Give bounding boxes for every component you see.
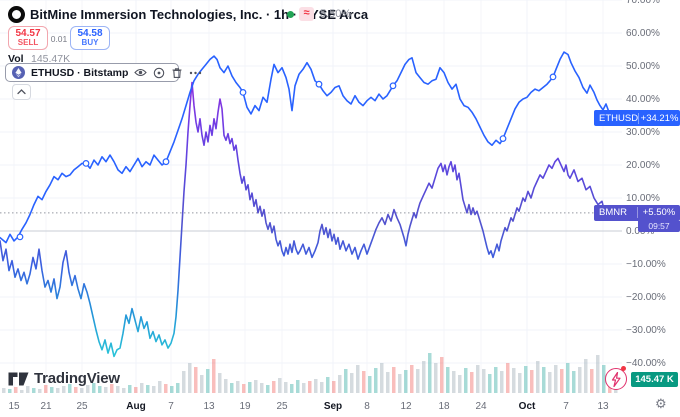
price-axis-label: −20.00% xyxy=(626,291,666,303)
spread-value: 0.01 xyxy=(50,34,68,44)
time-axis-label: Aug xyxy=(126,401,146,412)
market-open-status-icon xyxy=(287,11,294,18)
price-axis-label: 20.00% xyxy=(626,159,660,171)
buy-price: 54.58 xyxy=(77,27,103,39)
time-axis-label: 25 xyxy=(276,401,288,412)
price-chart-canvas[interactable] xyxy=(0,0,622,395)
price-axis-label: 30.00% xyxy=(626,126,660,138)
approx-data-icon: ≈ xyxy=(299,7,314,21)
settings-gear-icon[interactable]: ⚙ xyxy=(655,396,667,411)
bmnr-badge-symbol: BMNR xyxy=(594,207,638,219)
time-axis-label: 25 xyxy=(76,401,88,412)
time-axis-label: 13 xyxy=(597,401,609,412)
trash-icon[interactable] xyxy=(171,67,183,79)
sell-button[interactable]: 54.57 SELL xyxy=(8,26,48,50)
header-change-percent: 5.50% xyxy=(320,8,352,20)
tradingview-logo-mark xyxy=(8,372,29,385)
volume-label: Vol xyxy=(8,53,24,65)
time-axis-label: 7 xyxy=(168,401,174,412)
time-axis-label: Oct xyxy=(518,401,536,412)
sell-label: SELL xyxy=(17,38,39,48)
price-axis-label: 50.00% xyxy=(626,60,660,72)
instant-trading-button[interactable] xyxy=(605,368,627,390)
time-axis-label: 19 xyxy=(239,401,251,412)
tradingview-logo[interactable]: TradingView xyxy=(8,370,120,387)
lightning-icon xyxy=(611,371,621,387)
price-axis-label: −10.00% xyxy=(626,258,666,270)
ethusd-badge-value: +34.21% xyxy=(640,112,679,124)
time-axis-label: 24 xyxy=(475,401,487,412)
buy-label: BUY xyxy=(81,38,99,48)
time-axis-label: 12 xyxy=(400,401,412,412)
collapse-legend-button[interactable] xyxy=(12,84,31,100)
price-axis-label: 70.00% xyxy=(626,0,660,6)
sell-price: 54.57 xyxy=(15,27,41,39)
ethusd-badge-symbol: ETHUSD xyxy=(594,112,640,124)
time-axis-label: 15 xyxy=(8,401,20,412)
notification-dot xyxy=(621,366,626,371)
bmnr-price-badge: BMNR +5.50% xyxy=(594,204,680,221)
time-axis-label: 18 xyxy=(438,401,450,412)
price-axis-label: −40.00% xyxy=(626,357,666,369)
ethusd-price-badge: ETHUSD +34.21% xyxy=(594,110,680,127)
price-axis-label: −30.00% xyxy=(626,324,666,336)
volume-axis-badge: 145.47 K xyxy=(631,372,678,387)
bmnr-badge-value: +5.50% xyxy=(642,207,676,219)
price-axis-label: 40.00% xyxy=(626,93,660,105)
bar-close-countdown: 09:57 xyxy=(638,220,680,232)
ethereum-icon xyxy=(12,66,25,79)
volume-value: 145.47K xyxy=(31,53,71,65)
time-axis-label: 13 xyxy=(203,401,215,412)
symbol-title[interactable]: BitMine Immersion Technologies, Inc. · 1… xyxy=(30,7,369,22)
legend-symbol-label: ETHUSD · Bitstamp xyxy=(31,66,129,79)
buy-button[interactable]: 54.58 BUY xyxy=(70,26,110,50)
more-options-icon[interactable] xyxy=(189,71,202,75)
tradingview-logo-text: TradingView xyxy=(34,370,120,387)
bitmine-logo xyxy=(8,6,25,23)
legend-ethusd[interactable]: ETHUSD · Bitstamp xyxy=(5,63,202,82)
time-axis-label: 8 xyxy=(364,401,370,412)
visibility-eye-icon[interactable] xyxy=(134,67,148,78)
time-axis-label: 7 xyxy=(563,401,569,412)
time-axis[interactable]: 15 21 25 Aug 7 13 19 25 Sep 8 12 18 24 Oct 7 13 xyxy=(0,395,680,417)
circle-dot-icon[interactable] xyxy=(153,67,165,79)
time-axis-label: 21 xyxy=(40,401,52,412)
time-axis-label: Sep xyxy=(323,401,343,412)
price-axis[interactable]: 70.00% 60.00% 50.00% 40.00% 30.00% 20.00% 10.0… xyxy=(622,0,680,395)
price-axis-label: 10.00% xyxy=(626,192,660,204)
price-axis-label: 60.00% xyxy=(626,27,660,39)
